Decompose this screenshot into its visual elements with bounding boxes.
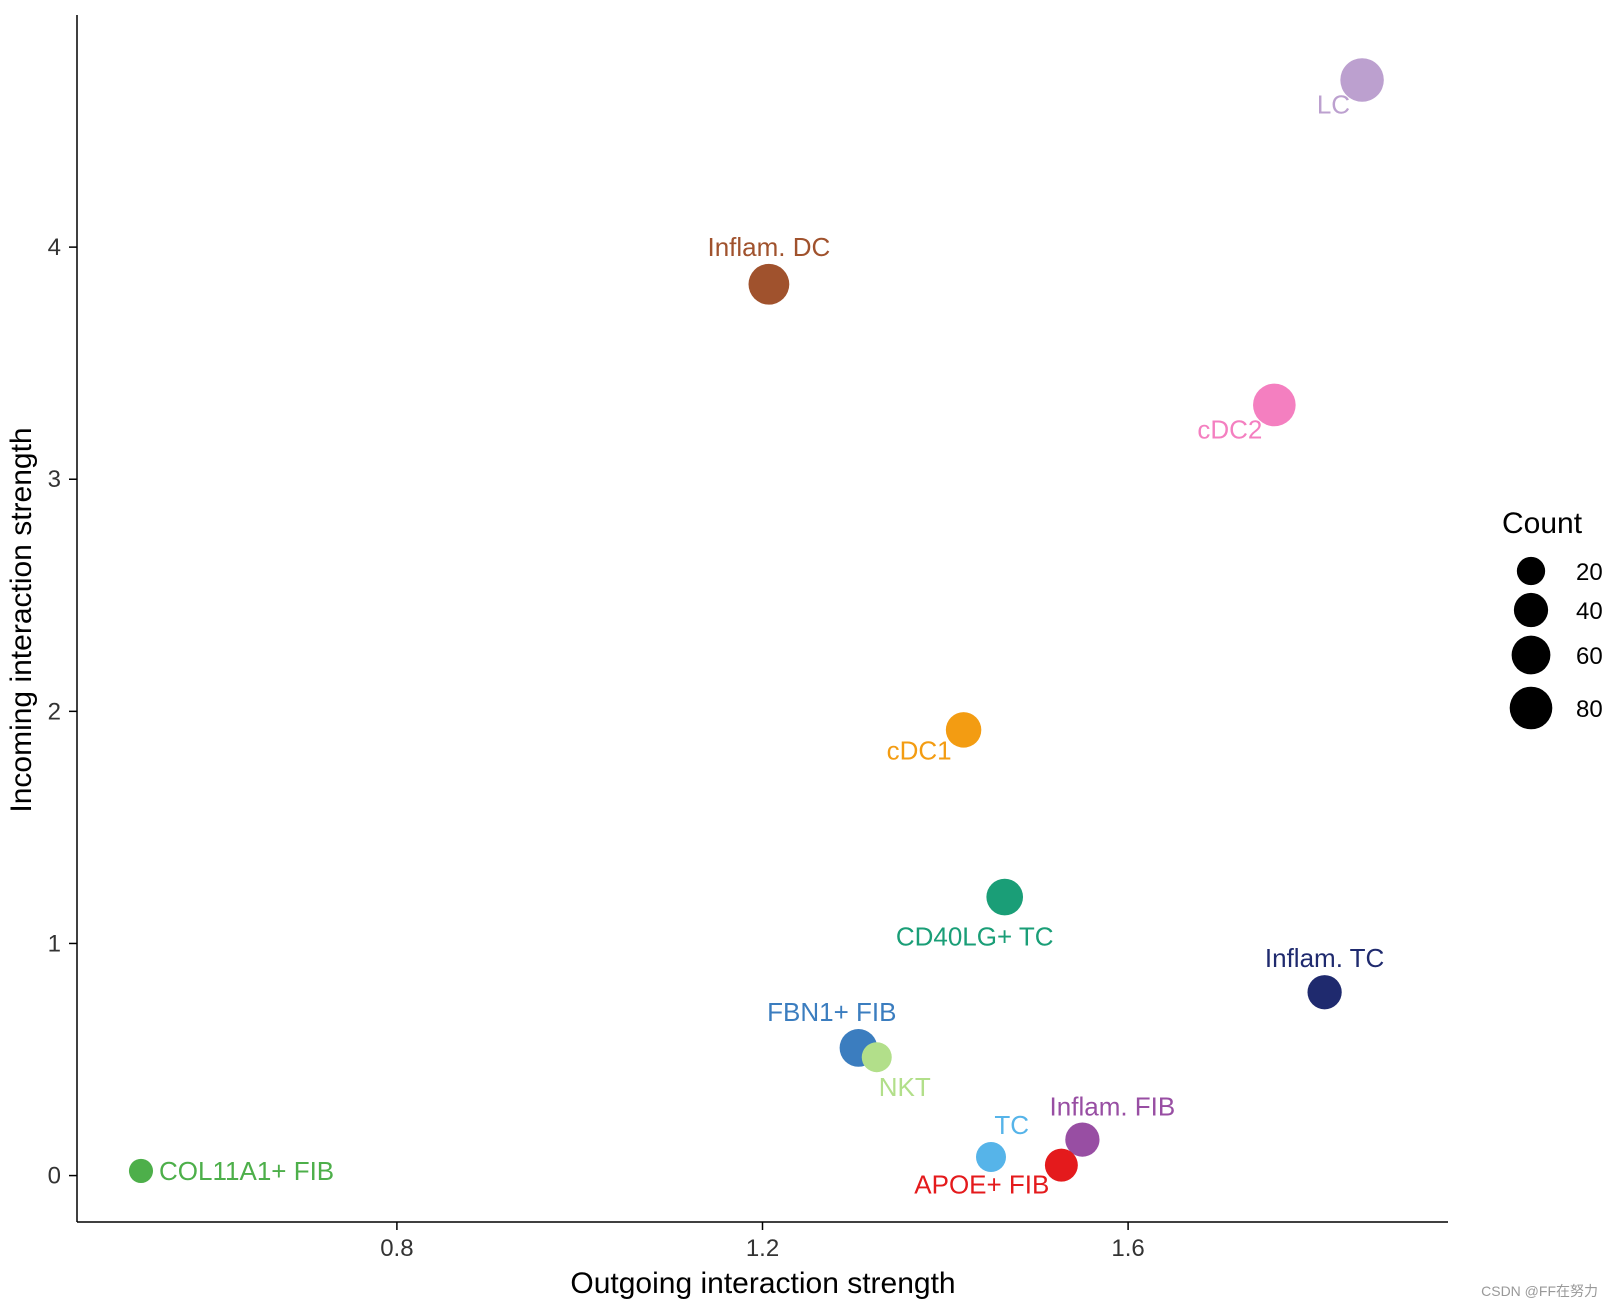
y-ticks: 0 1 2 3 4: [48, 234, 77, 1190]
point-apoe-fib: [1044, 1148, 1078, 1182]
point-label-inflam-fib: Inflam. FIB: [1050, 1091, 1176, 1121]
point-labels: LC Inflam. DC cDC2 cDC1 CD40LG+ TC Inflam. TC…: [159, 90, 1384, 1200]
point-cdc2: [1253, 383, 1296, 427]
legend-size-label: 80: [1576, 696, 1603, 723]
point-label-inflam-dc: Inflam. DC: [707, 232, 830, 262]
point-label-apoe-fib: APOE+ FIB: [914, 1170, 1049, 1200]
legend-entries: 20 40 60 80: [1509, 556, 1603, 730]
point-inflam-tc: [1307, 975, 1342, 1010]
point-lc: [1340, 58, 1384, 102]
point-label-lc: LC: [1317, 90, 1350, 120]
point-label-cdc1: cDC1: [887, 736, 952, 766]
point-label-cd40lg-tc: CD40LG+ TC: [896, 921, 1054, 951]
y-axis-title: Incoming interaction strength: [5, 427, 38, 812]
legend-title: Count: [1502, 507, 1583, 540]
point-label-col11a1-fib: COL11A1+ FIB: [159, 1156, 334, 1186]
x-axis-title: Outgoing interaction strength: [570, 1267, 955, 1300]
point-nkt: [861, 1042, 892, 1073]
x-tick-label: 0.8: [380, 1235, 413, 1262]
legend-size-key: [1511, 635, 1551, 675]
legend-size-label: 60: [1576, 643, 1603, 670]
point-col11a1-fib: [128, 1158, 154, 1183]
x-tick-label: 1.2: [746, 1235, 779, 1262]
point-label-nkt: NKT: [879, 1072, 931, 1102]
point-label-cdc2: cDC2: [1197, 414, 1262, 444]
size-legend: Count 20 40 60 80: [1502, 507, 1603, 730]
x-ticks: 0.8 1.2 1.6: [380, 1222, 1145, 1262]
axes: [76, 15, 1448, 1223]
point-label-fbn1-fib: FBN1+ FIB: [767, 997, 896, 1027]
legend-size-key: [1509, 686, 1553, 730]
legend-size-label: 20: [1576, 559, 1603, 586]
point-cdc1: [945, 712, 982, 748]
point-label-inflam-tc: Inflam. TC: [1265, 943, 1384, 973]
y-tick-label: 2: [48, 698, 61, 725]
point-inflam-fib: [1065, 1122, 1100, 1157]
point-label-tc: TC: [994, 1110, 1029, 1140]
x-tick-label: 1.6: [1111, 1235, 1144, 1262]
point-inflam-dc: [748, 263, 790, 305]
legend-size-key: [1516, 556, 1546, 586]
point-cd40lg-tc: [986, 878, 1024, 916]
legend-size-label: 40: [1576, 598, 1603, 625]
legend-size-key: [1513, 592, 1549, 628]
point-tc: [976, 1142, 1006, 1173]
data-points: [128, 58, 1384, 1183]
watermark: CSDN @FF在努力: [1481, 1283, 1598, 1299]
y-tick-label: 4: [48, 234, 61, 261]
y-tick-label: 0: [48, 1163, 61, 1190]
y-tick-label: 3: [48, 466, 61, 493]
y-tick-label: 1: [48, 930, 61, 957]
